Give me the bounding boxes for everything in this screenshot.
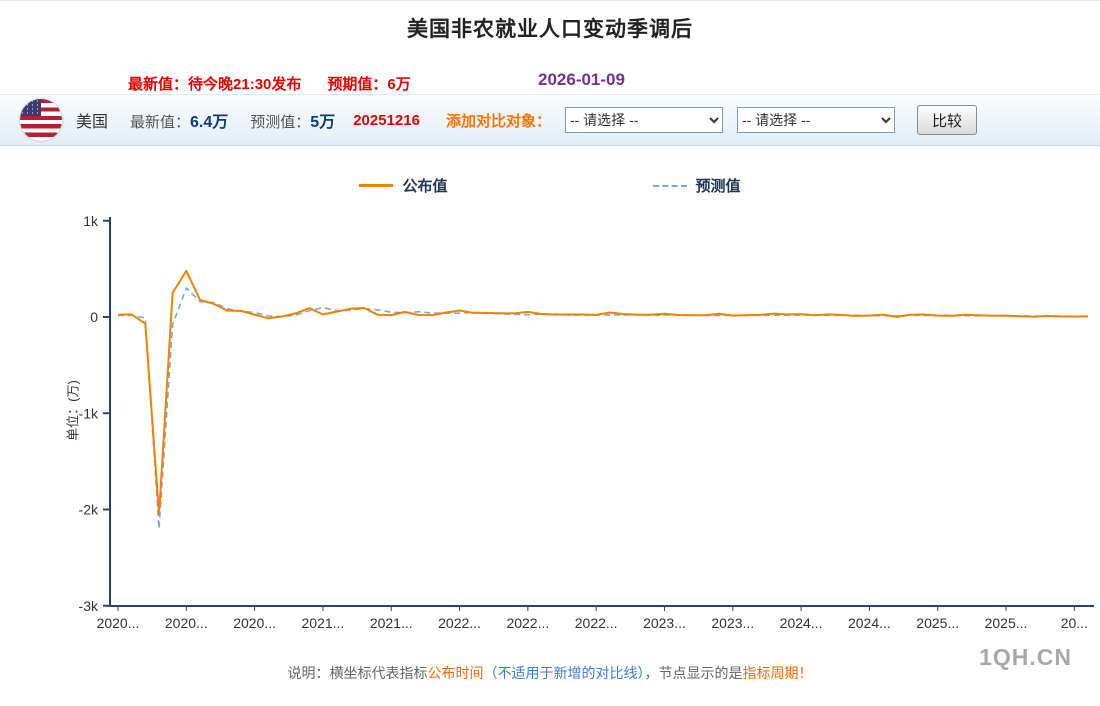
x-tick-label: 2024... [780, 615, 823, 631]
note-part-publish-time: 公布时间 [427, 665, 484, 681]
site-watermark: 1QH.CN [979, 644, 1072, 670]
x-tick-label: 2023... [711, 615, 754, 631]
compare-select-2[interactable]: -- 请选择 -- [736, 107, 895, 133]
note-part-1: 说明：横坐标代表指标 [287, 665, 428, 681]
note-part-indicator-period: 指标周期！ [742, 665, 813, 681]
latest-value-field: 最新值：6.4万 [130, 108, 228, 132]
x-tick-label: 2022... [575, 615, 618, 631]
x-tick-label: 2025... [985, 615, 1028, 631]
y-tick-label: 0 [90, 309, 98, 325]
latest-release-banner: 最新值：待今晚21:30发布 预期值：6万 [128, 73, 411, 94]
latest-value: 6.4万 [190, 114, 229, 131]
x-tick-label: 2021... [302, 615, 345, 631]
indicator-header-bar: 美国 最新值：6.4万 预测值：5万 20251216 添加对比对象： -- 请… [0, 94, 1100, 146]
y-tick-label: 1k [83, 215, 99, 229]
banner-expect-label: 预期值： [327, 76, 388, 93]
chart-axes [109, 217, 1094, 607]
legend-item-published[interactable]: 公布值 [359, 175, 448, 196]
release-code: 20251216 [353, 111, 420, 129]
next-release-date: 2026-01-09 [538, 70, 625, 89]
x-tick-label: 2023... [643, 615, 686, 631]
y-tick-label: -3k [79, 598, 99, 614]
latest-value-label: 最新值： [130, 114, 191, 131]
line-chart[interactable]: 1k 0 -1k -2k -3k 2020... 2020... 2020... 2021...… [48, 215, 1098, 641]
y-tick-label: -2k [79, 502, 99, 518]
footer-note: 说明：横坐标代表指标公布时间（不适用于新增的对比线），节点显示的是指标周期！ [0, 663, 1100, 683]
x-tick-label: 2020... [165, 615, 208, 631]
note-part-4: ，节点显示的是 [644, 665, 743, 681]
us-flag-icon [20, 99, 62, 141]
note-part-parenthetical: （不适用于新增的对比线） [483, 665, 645, 681]
x-tick-label: 2020... [233, 615, 276, 631]
x-tick-label: 2022... [438, 615, 481, 631]
x-tick-label: 2020... [97, 615, 140, 631]
x-tick-label: 20... [1061, 615, 1088, 631]
banner-expect-value: 6万 [387, 76, 411, 93]
forecast-value: 5万 [310, 114, 336, 131]
page-title: 美国非农就业人口变动季调后 [407, 18, 693, 41]
legend-published-label: 公布值 [402, 178, 448, 195]
chart-legend: 公布值 预测值 [0, 175, 1100, 196]
x-tick-label: 2025... [916, 615, 959, 631]
banner-latest-value: 待今晚21:30发布 [188, 76, 302, 93]
compare-select-1[interactable]: -- 请选择 -- [564, 107, 723, 133]
published-line-icon [359, 184, 394, 187]
published-series-line[interactable] [117, 269, 1089, 516]
forecast-value-label: 预测值： [250, 114, 311, 131]
forecast-series-line[interactable] [117, 286, 1088, 529]
x-tick-label: 2024... [848, 615, 891, 631]
y-tick-label: -1k [79, 405, 99, 421]
banner-latest-label: 最新值： [128, 76, 189, 93]
x-tick-label: 2022... [506, 615, 549, 631]
x-tick-label: 2021... [370, 615, 413, 631]
legend-forecast-label: 预测值 [695, 178, 741, 195]
country-label: 美国 [76, 114, 109, 131]
legend-item-forecast[interactable]: 预测值 [652, 175, 741, 196]
forecast-line-icon [652, 184, 687, 187]
forecast-value-field: 预测值：5万 [250, 108, 335, 132]
add-compare-label: 添加对比对象： [445, 112, 551, 130]
compare-button[interactable]: 比较 [916, 105, 977, 135]
